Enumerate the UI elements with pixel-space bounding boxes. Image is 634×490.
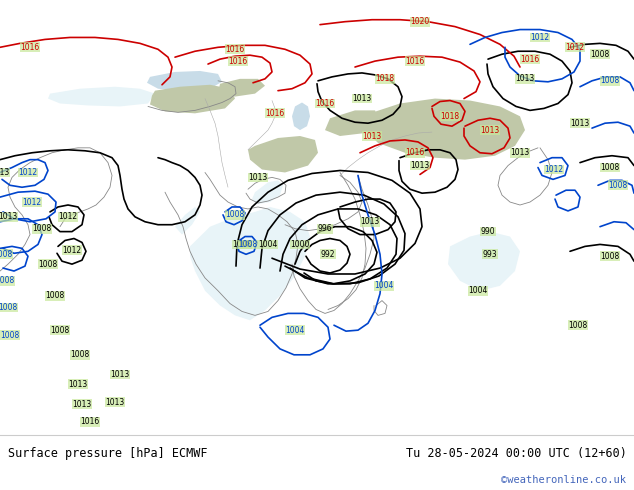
Text: 1016: 1016 <box>228 57 248 66</box>
Polygon shape <box>48 87 155 106</box>
Text: 990: 990 <box>481 227 495 236</box>
Text: 1013: 1013 <box>410 161 430 170</box>
Text: 1008: 1008 <box>39 260 58 269</box>
Text: 1016: 1016 <box>20 43 39 52</box>
Polygon shape <box>325 110 380 136</box>
Text: 1012: 1012 <box>545 165 564 174</box>
Text: 1004: 1004 <box>469 286 488 295</box>
Text: 1008: 1008 <box>46 291 65 300</box>
Text: 1008: 1008 <box>609 181 628 190</box>
Text: 993: 993 <box>482 250 497 259</box>
Polygon shape <box>218 79 265 97</box>
Text: 1008: 1008 <box>32 224 51 233</box>
Text: 1008: 1008 <box>568 321 588 330</box>
Text: 1008: 1008 <box>600 252 619 261</box>
Text: 1008: 1008 <box>600 163 619 172</box>
Text: 1008: 1008 <box>50 326 70 335</box>
Text: 1008: 1008 <box>238 240 257 249</box>
Text: 1013: 1013 <box>353 94 372 103</box>
Polygon shape <box>292 102 310 130</box>
Text: 1013: 1013 <box>571 119 590 128</box>
Polygon shape <box>365 98 525 160</box>
Text: 1012: 1012 <box>22 197 42 207</box>
Text: 1004: 1004 <box>285 326 305 335</box>
Text: 1013: 1013 <box>105 397 125 407</box>
Text: 1008: 1008 <box>0 303 18 312</box>
Text: 1008: 1008 <box>233 240 252 249</box>
Text: 1016: 1016 <box>225 45 245 54</box>
Text: 1016: 1016 <box>315 99 335 108</box>
Text: 1004: 1004 <box>374 281 394 290</box>
Text: 1013: 1013 <box>249 173 268 182</box>
Polygon shape <box>190 207 310 320</box>
Text: 1013: 1013 <box>0 212 18 221</box>
Polygon shape <box>147 71 222 92</box>
Text: 1008: 1008 <box>0 250 13 259</box>
Text: 1012: 1012 <box>58 212 77 221</box>
Text: 1016: 1016 <box>405 57 425 66</box>
Text: 1013: 1013 <box>363 131 382 141</box>
Text: Surface pressure [hPa] ECMWF: Surface pressure [hPa] ECMWF <box>8 447 207 460</box>
Text: 1016: 1016 <box>266 109 285 118</box>
Text: 1012: 1012 <box>62 246 82 255</box>
Text: 992: 992 <box>321 250 335 259</box>
Polygon shape <box>448 232 520 291</box>
Text: 1018: 1018 <box>441 112 460 121</box>
Text: 1020: 1020 <box>410 17 430 26</box>
Text: 1008: 1008 <box>225 210 245 220</box>
Text: 1012: 1012 <box>18 168 37 177</box>
Text: 1016: 1016 <box>405 148 425 157</box>
Text: 1013: 1013 <box>360 217 380 226</box>
Polygon shape <box>248 136 318 172</box>
Text: 1012: 1012 <box>531 33 550 42</box>
Text: 1013: 1013 <box>515 74 534 83</box>
Polygon shape <box>150 85 235 113</box>
Text: 1013: 1013 <box>481 125 500 135</box>
Polygon shape <box>175 207 200 235</box>
Text: ©weatheronline.co.uk: ©weatheronline.co.uk <box>501 475 626 485</box>
Text: 1008: 1008 <box>70 350 89 359</box>
Text: 1008: 1008 <box>0 276 15 285</box>
Polygon shape <box>252 180 283 204</box>
Text: 1018: 1018 <box>375 74 394 83</box>
Text: 1000: 1000 <box>290 240 309 249</box>
Text: 1012: 1012 <box>566 43 585 52</box>
Text: 1004: 1004 <box>258 240 278 249</box>
Text: 996: 996 <box>318 224 332 233</box>
Text: 1008: 1008 <box>590 49 610 59</box>
Text: 1013: 1013 <box>110 370 129 379</box>
Text: 1008: 1008 <box>600 76 619 85</box>
Text: 1013: 1013 <box>68 380 87 389</box>
Text: 1016: 1016 <box>81 417 100 426</box>
Text: 1016: 1016 <box>521 54 540 64</box>
Text: 1013: 1013 <box>72 399 92 409</box>
Text: 1008: 1008 <box>1 331 20 340</box>
Text: 1013: 1013 <box>510 148 529 157</box>
Text: 1013: 1013 <box>0 168 10 177</box>
Text: Tu 28-05-2024 00:00 UTC (12+60): Tu 28-05-2024 00:00 UTC (12+60) <box>406 447 626 460</box>
